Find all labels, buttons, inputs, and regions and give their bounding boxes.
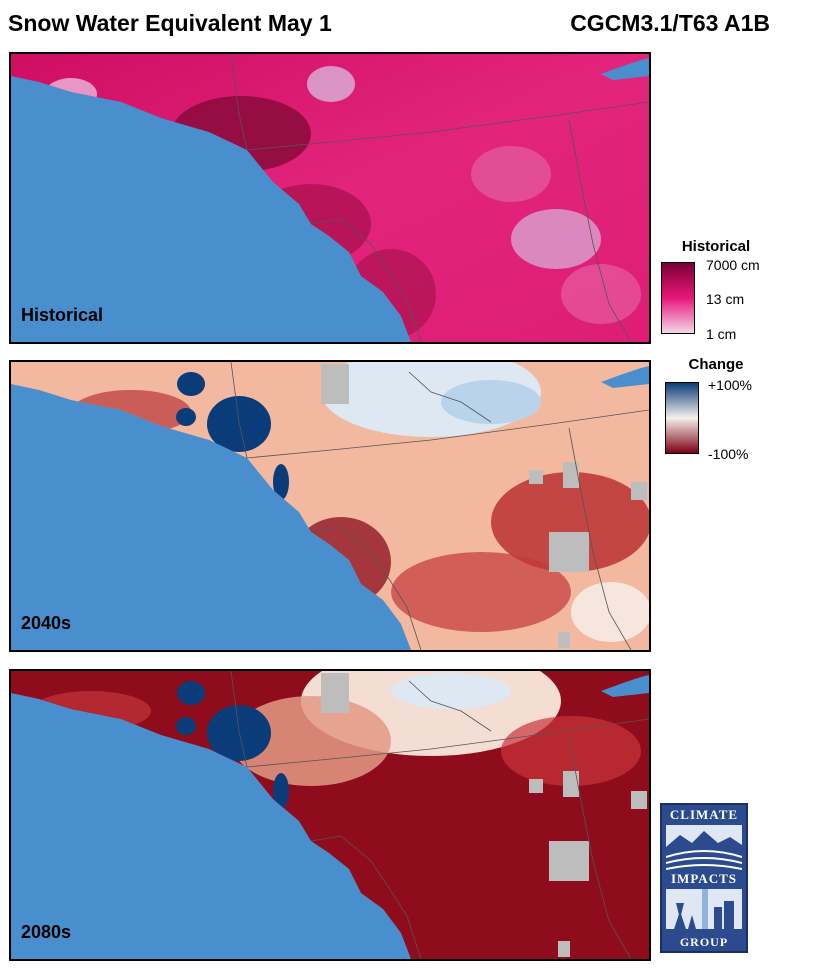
no-data-cell xyxy=(563,462,579,488)
legend-tick: +100% xyxy=(708,377,752,393)
snow-gain-zone xyxy=(176,717,196,735)
change-zone xyxy=(571,582,649,642)
no-data-cell xyxy=(529,779,543,793)
legend-tick: 1 cm xyxy=(706,326,737,342)
logo-word-bottom: GROUP xyxy=(679,935,729,949)
map-panel-2080s: 2080s xyxy=(9,669,651,961)
legend-tick: 13 cm xyxy=(706,291,745,307)
page-title: Snow Water Equivalent May 1 xyxy=(8,10,332,36)
change-zone xyxy=(391,673,511,709)
change-zone xyxy=(391,552,571,632)
panel-label: 2040s xyxy=(21,613,72,633)
lake xyxy=(601,58,649,80)
legend-change-colorbar xyxy=(665,382,699,454)
panel-label: 2080s xyxy=(21,922,72,942)
change-zone xyxy=(501,716,641,786)
climate-impacts-group-logo: CLIMATE IMPACTS GROUP xyxy=(660,803,748,953)
snow-gain-zone xyxy=(207,396,271,452)
no-data-cell xyxy=(321,673,349,713)
no-data-cell xyxy=(631,482,647,500)
map-historical xyxy=(11,54,649,342)
logo-landscape-icon xyxy=(666,825,742,871)
logo-word-middle: IMPACTS xyxy=(671,871,737,886)
snow-gain-zone xyxy=(176,408,196,426)
logo-forest-icon xyxy=(666,889,742,933)
legend-historical-title: Historical xyxy=(681,238,751,255)
lake xyxy=(601,366,649,388)
map-2040s xyxy=(11,362,649,650)
legend-tick: 7000 cm xyxy=(706,257,760,273)
no-data-cell xyxy=(563,771,579,797)
borders xyxy=(230,54,649,342)
snow-gain-zone xyxy=(273,464,289,500)
no-data-cell xyxy=(549,841,589,881)
borders xyxy=(230,671,649,959)
model-title: CGCM3.1/T63 A1B xyxy=(570,10,770,36)
change-zone xyxy=(441,380,541,424)
change-zone xyxy=(231,696,391,786)
snow-gain-zone xyxy=(177,372,205,396)
snow-gain-zone xyxy=(273,773,289,809)
snow-gain-zone xyxy=(207,705,271,761)
no-data-cell xyxy=(558,632,570,648)
low-swe-zone xyxy=(561,264,641,324)
no-data-cell xyxy=(321,364,349,404)
legend-change-title: Change xyxy=(688,356,744,373)
low-swe-zone xyxy=(307,66,355,102)
snow-gain-zone xyxy=(177,681,205,705)
logo-word-top: CLIMATE xyxy=(669,807,739,822)
borders xyxy=(230,362,649,650)
no-data-cell xyxy=(549,532,589,572)
legend-historical-colorbar xyxy=(661,262,695,334)
lake xyxy=(601,675,649,697)
no-data-cell xyxy=(631,791,647,809)
low-swe-zone xyxy=(511,209,601,269)
panel-label: Historical xyxy=(21,305,104,325)
change-zone xyxy=(491,472,649,572)
no-data-cell xyxy=(529,470,543,484)
legend-tick: -100% xyxy=(708,446,749,462)
map-panel-historical: Historical xyxy=(9,52,651,344)
low-swe-zone xyxy=(471,146,551,202)
no-data-cell xyxy=(558,941,570,957)
map-2080s xyxy=(11,671,649,959)
map-panel-2040s: 2040s xyxy=(9,360,651,652)
